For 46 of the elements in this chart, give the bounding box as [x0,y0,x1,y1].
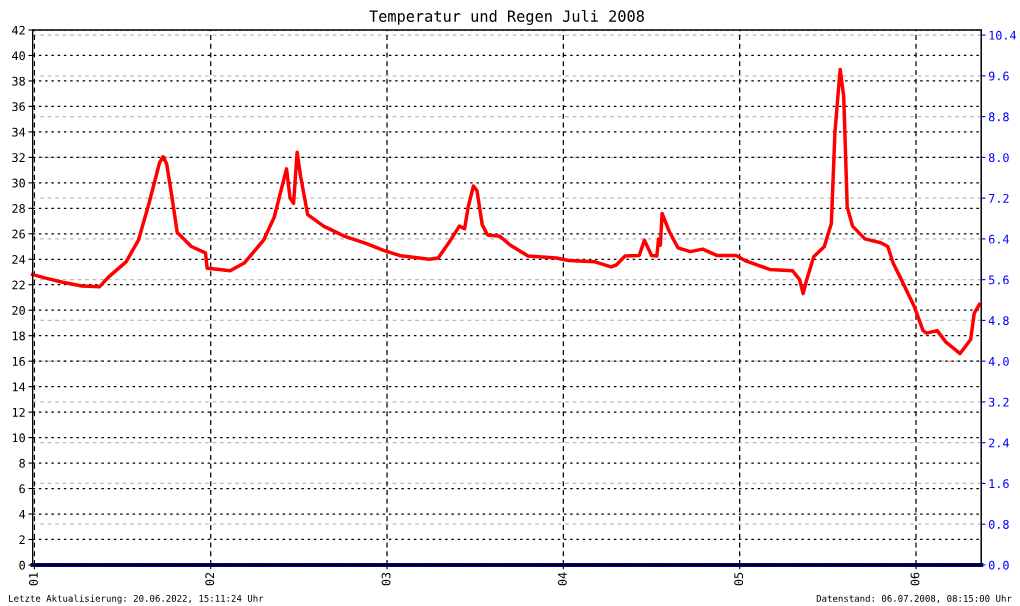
y2-tick-label: 10.4 [989,30,1017,40]
y-tick-label: 30 [12,178,25,188]
y-tick-label: 40 [12,51,25,61]
y2-tick-label: 6.4 [988,234,1009,244]
y-tick-label: 6 [19,484,25,494]
x-tick-label: 06 [910,572,920,586]
y-tick-label: 28 [12,204,25,214]
y-tick-label: 36 [12,102,25,112]
y2-tick-label: 3.2 [988,397,1009,407]
y2-tick-label: 2.4 [989,438,1009,448]
y2-tick-label: 9.6 [988,71,1009,81]
y-tick-label: 38 [12,76,25,86]
y-tick-label: 26 [12,229,25,239]
y-tick-label: 10 [12,433,25,443]
y-tick-label: 20 [12,305,25,315]
y-tick-label: 4 [19,509,26,519]
y-tick-label: 16 [12,356,25,366]
x-tick-label: 05 [734,572,744,586]
chart-title: Temperatur und Regen Juli 2008 [369,9,644,25]
y-tick-label: 18 [12,331,25,341]
y-tick-label: 0 [19,560,25,570]
y-tick-label: 24 [12,255,26,264]
y2-tick-label: 8.8 [988,112,1009,122]
y-tick-label: 42 [12,25,25,35]
x-tick-label: 02 [205,572,215,586]
y2-tick-label: 1.6 [989,479,1009,489]
y2-tick-label: 4.8 [988,316,1009,326]
y2-tick-label: 0.8 [988,519,1009,529]
y2-tick-label: 8.0 [988,153,1009,163]
x-tick-label: 04 [557,572,567,586]
y2-tick-label: 5.6 [989,275,1009,285]
y-tick-label: 14 [12,382,26,392]
line-series [30,67,982,356]
y-tick-label: 8 [19,458,25,468]
y2-tick-label: 0.0 [988,560,1009,570]
text: Datenstand: 06.07.2008, 08:15:00 Uhr [816,594,1012,603]
y-tick-label: 32 [12,153,25,163]
y-tick-label: 12 [12,407,25,417]
x-tick-label: 01 [28,572,38,586]
y-tick-label: 22 [12,280,25,290]
text: Letzte Aktualisierung: 20.06.2022, 15:11:24 Uhr [9,594,264,604]
y-tick-label: 34 [12,127,26,137]
x-tick-label: 03 [381,572,391,586]
y2-tick-label: 7.2 [988,193,1009,203]
y-tick-label: 2 [19,535,25,545]
y2-tick-label: 4.0 [988,356,1009,366]
